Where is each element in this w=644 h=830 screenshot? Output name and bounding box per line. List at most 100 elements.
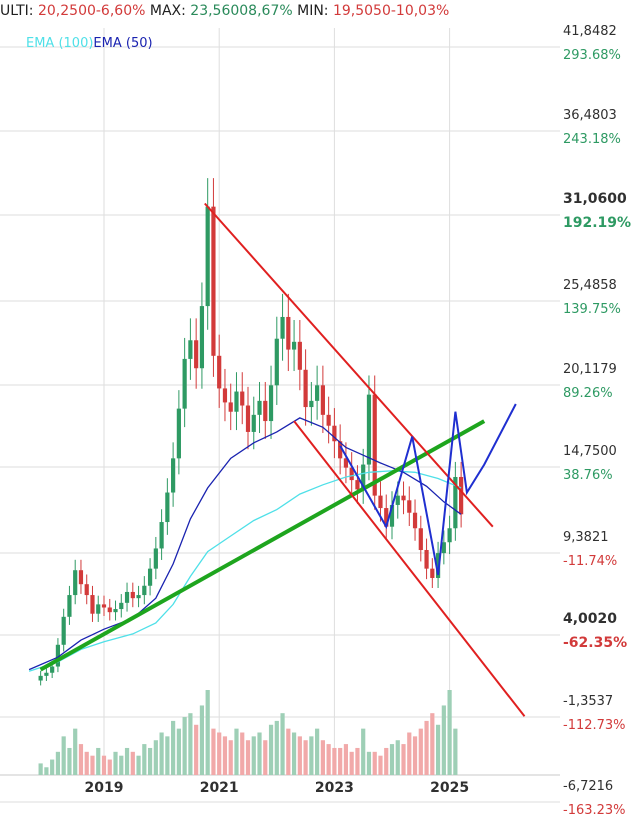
volume-bar-41 xyxy=(274,720,279,775)
candle-body-41 xyxy=(274,338,279,386)
candle-body-64 xyxy=(407,500,412,513)
volume-bar-8 xyxy=(84,751,89,775)
volume-bar-15 xyxy=(124,747,130,775)
candle-body-63 xyxy=(401,495,406,501)
volume-bar-72 xyxy=(453,728,458,775)
volume-bar-50 xyxy=(326,744,331,775)
volume-bar-22 xyxy=(165,736,170,775)
volume-bar-18 xyxy=(142,744,147,775)
volume-bar-14 xyxy=(119,755,124,775)
candle-body-57 xyxy=(366,394,372,465)
candle-body-51 xyxy=(332,425,337,442)
candle-body-49 xyxy=(320,385,325,415)
red-channel-lower xyxy=(293,420,526,717)
volume-bar-48 xyxy=(315,728,320,775)
legend-ema-100[interactable]: EMA (100) xyxy=(26,36,94,51)
volume-bar-52 xyxy=(338,747,343,775)
candle-body-40 xyxy=(268,385,274,422)
candle-body-27 xyxy=(194,340,199,369)
volume-bar-11 xyxy=(101,755,107,775)
candle-body-72 xyxy=(453,476,458,529)
volume-bar-28 xyxy=(199,705,205,775)
blue-pattern-line xyxy=(339,403,517,576)
volume-bar-58 xyxy=(372,751,377,775)
candle-body-28 xyxy=(199,306,205,369)
y-tick-pct-4: 89.26% xyxy=(563,386,613,401)
volume-bars xyxy=(38,690,458,775)
volume-bar-31 xyxy=(217,732,222,775)
x-tick-2021: 2021 xyxy=(200,780,239,796)
volume-bar-70 xyxy=(441,705,446,775)
volume-bar-34 xyxy=(234,728,239,775)
ema-50-line xyxy=(28,417,462,671)
volume-bar-32 xyxy=(222,736,228,775)
candle-body-16 xyxy=(130,591,135,599)
candle-body-13 xyxy=(113,609,118,613)
y-tick-price-1: 36,4803 xyxy=(563,108,617,123)
volume-bar-46 xyxy=(303,740,308,775)
candle-body-39 xyxy=(263,400,268,422)
candle-body-47 xyxy=(309,400,314,408)
max-value: 23,56008,67% xyxy=(190,3,293,19)
candle-body-0 xyxy=(38,675,43,681)
volume-bar-54 xyxy=(349,751,354,775)
candle-body-5 xyxy=(67,595,72,617)
candle-body-32 xyxy=(222,388,228,403)
candle-body-62 xyxy=(395,495,400,505)
candle-body-33 xyxy=(228,402,233,412)
volume-bar-23 xyxy=(171,720,176,775)
volume-bar-43 xyxy=(286,728,291,775)
max-label: MAX: xyxy=(149,3,186,19)
candle-body-58 xyxy=(372,394,377,496)
volume-bar-69 xyxy=(435,724,441,775)
volume-bar-45 xyxy=(297,736,302,775)
volume-bar-12 xyxy=(107,759,112,775)
volume-bar-36 xyxy=(245,740,251,775)
ema-100-line xyxy=(28,470,462,672)
candle-body-71 xyxy=(447,528,452,543)
volume-bar-2 xyxy=(50,759,55,775)
candle-body-36 xyxy=(245,405,251,432)
candle-body-73 xyxy=(459,476,464,515)
candle-body-7 xyxy=(78,570,84,585)
candle-body-17 xyxy=(136,595,141,599)
volume-bar-30 xyxy=(211,728,216,775)
indicator-legend: EMA (100)EMA (50) xyxy=(26,36,153,51)
y-tick-pct-1: 243.18% xyxy=(563,132,621,147)
last-label: ULTI: xyxy=(0,3,34,19)
y-tick-price-5: 14,7500 xyxy=(563,444,617,459)
green-trendline xyxy=(39,419,486,672)
candle-body-68 xyxy=(430,568,435,578)
candle-body-44 xyxy=(291,341,297,350)
ema-lines xyxy=(28,417,462,672)
last-value: 20,2500-6,60% xyxy=(37,3,146,19)
volume-bar-51 xyxy=(332,747,337,775)
volume-bar-7 xyxy=(78,744,84,775)
price-summary-header: ULTI: 20,2500-6,60% MAX: 23,56008,67% MI… xyxy=(0,3,449,19)
volume-bar-27 xyxy=(194,724,199,775)
volume-bar-65 xyxy=(412,736,418,775)
legend-ema-50[interactable]: EMA (50) xyxy=(93,36,153,51)
candle-body-70 xyxy=(441,542,446,554)
y-tick-pct-8: -112.73% xyxy=(563,718,626,733)
volume-bar-49 xyxy=(320,740,325,775)
candle-body-1 xyxy=(44,672,49,676)
y-tick-price-4: 20,1179 xyxy=(563,362,617,377)
candle-body-20 xyxy=(153,548,158,569)
volume-bar-19 xyxy=(147,747,153,775)
candle-body-45 xyxy=(297,341,302,370)
volume-bar-6 xyxy=(73,728,78,775)
candle-body-19 xyxy=(147,568,153,586)
candle-body-12 xyxy=(107,607,112,613)
candle-body-22 xyxy=(165,492,170,523)
volume-bar-66 xyxy=(418,728,423,775)
candle-body-42 xyxy=(280,316,285,339)
candle-body-2 xyxy=(50,666,55,673)
volume-bar-29 xyxy=(205,690,210,775)
volume-bar-26 xyxy=(188,713,193,775)
candle-body-69 xyxy=(435,553,441,578)
volume-bar-24 xyxy=(176,728,181,775)
volume-bar-17 xyxy=(136,755,141,775)
volume-bar-3 xyxy=(55,751,61,775)
